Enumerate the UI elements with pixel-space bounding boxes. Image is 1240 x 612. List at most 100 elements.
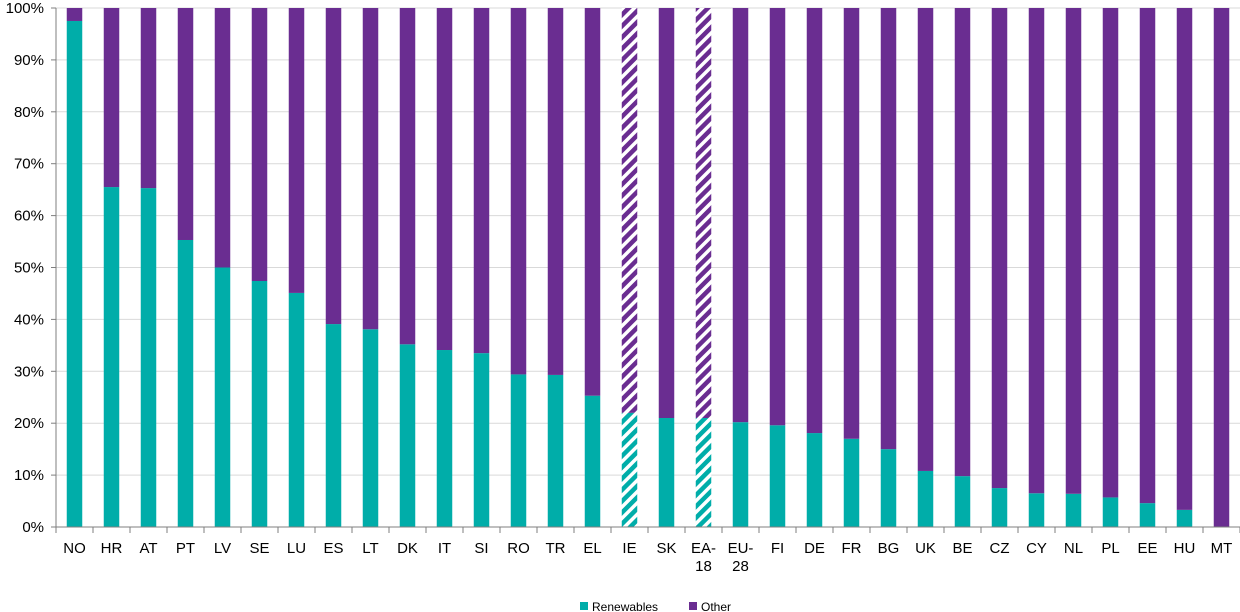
x-tick-label-pl: PL xyxy=(1101,540,1119,557)
x-tick-label-ea-18: EA-18 xyxy=(691,540,716,575)
bar-renewables-lv xyxy=(214,267,231,527)
x-tick-label-line: UK xyxy=(915,540,936,557)
legend-label-other: Other xyxy=(701,600,731,612)
x-tick-label-at: AT xyxy=(139,540,157,557)
x-tick-label-cz: CZ xyxy=(990,540,1010,557)
x-tick-label-cy: CY xyxy=(1026,540,1047,557)
x-tick-label-ro: RO xyxy=(507,540,530,557)
bar-other-it xyxy=(436,8,453,351)
bar-renewables-bg xyxy=(880,449,897,527)
bar-other-ro xyxy=(510,8,527,375)
x-tick-label-line: NL xyxy=(1064,540,1083,557)
x-tick-label-fr: FR xyxy=(842,540,862,557)
x-tick-label-es: ES xyxy=(323,540,343,557)
y-tick-label: 90% xyxy=(14,52,44,69)
bar-renewables-hu xyxy=(1176,509,1193,527)
x-tick-label-line: IE xyxy=(622,540,636,557)
bar-other-eu-28 xyxy=(732,8,749,423)
y-tick-label: 0% xyxy=(22,519,44,536)
bar-renewables-fi xyxy=(769,425,786,527)
x-tick-label-mt: MT xyxy=(1211,540,1233,557)
y-tick-label: 20% xyxy=(14,415,44,432)
bar-other-hu xyxy=(1176,8,1193,510)
x-tick-label-ee: EE xyxy=(1137,540,1157,557)
x-tick-label-si: SI xyxy=(474,540,488,557)
bar-renewables-cy xyxy=(1028,493,1045,527)
x-tick-label-line: HU xyxy=(1174,540,1196,557)
x-tick-label-nl: NL xyxy=(1064,540,1083,557)
bar-renewables-it xyxy=(436,350,453,527)
x-tick-label-eu-28: EU-28 xyxy=(728,540,754,575)
bar-other-sk xyxy=(658,8,675,419)
x-tick-label-be: BE xyxy=(952,540,972,557)
bar-other-ee xyxy=(1139,8,1156,504)
bar-other-fi xyxy=(769,8,786,426)
bar-renewables-pt xyxy=(177,239,194,528)
bar-renewables-el xyxy=(584,395,601,527)
x-tick-label-sk: SK xyxy=(656,540,676,557)
legend-swatch-other xyxy=(689,602,697,610)
x-tick-label-line: LU xyxy=(287,540,306,557)
bar-renewables-dk xyxy=(399,344,416,527)
bar-renewables-ro xyxy=(510,374,527,527)
x-tick-label-line: EL xyxy=(583,540,601,557)
bar-other-el xyxy=(584,8,601,396)
x-tick-label-line: EE xyxy=(1137,540,1157,557)
bar-other-si xyxy=(473,8,490,354)
bar-other-bg xyxy=(880,8,897,450)
x-tick-label-line: FR xyxy=(842,540,862,557)
bar-renewables-fr xyxy=(843,438,860,527)
bar-other-lv xyxy=(214,8,231,268)
x-tick-label-line: TR xyxy=(546,540,566,557)
legend-swatch-renewables xyxy=(580,602,588,610)
x-tick-label-line: ES xyxy=(323,540,343,557)
x-tick-label-fi: FI xyxy=(771,540,784,557)
bar-other-pl xyxy=(1102,8,1119,498)
x-tick-label-line: PL xyxy=(1101,540,1119,557)
x-tick-label-line: BG xyxy=(878,540,900,557)
bar-other-nl xyxy=(1065,8,1082,494)
y-tick-label: 30% xyxy=(14,363,44,380)
bar-other-ie xyxy=(621,8,638,413)
y-tick-label: 80% xyxy=(14,104,44,121)
bar-renewables-lu xyxy=(288,292,305,527)
x-tick-label-hr: HR xyxy=(101,540,123,557)
bar-other-dk xyxy=(399,8,416,345)
y-axis-tick-labels: 0% 10% 20% 30% 40% 50% 60% 70% 80% 90% 100% xyxy=(6,0,44,536)
x-tick-label-bg: BG xyxy=(878,540,900,557)
bar-other-lu xyxy=(288,8,305,293)
x-tick-label-line: CZ xyxy=(990,540,1010,557)
bar-other-lt xyxy=(362,8,379,330)
bar-renewables-es xyxy=(325,324,342,527)
x-tick-label-line: BE xyxy=(952,540,972,557)
y-tick-label: 40% xyxy=(14,311,44,328)
bar-renewables-se xyxy=(251,280,268,527)
bar-renewables-uk xyxy=(917,470,934,527)
bar-renewables-hr xyxy=(103,187,120,527)
legend: Renewables Other xyxy=(580,600,731,612)
x-tick-label-line: LV xyxy=(214,540,231,557)
bar-renewables-eu-28 xyxy=(732,422,749,527)
bar-other-se xyxy=(251,8,268,281)
x-tick-label-no: NO xyxy=(63,540,86,557)
x-tick-label-line: DE xyxy=(804,540,825,557)
x-tick-label-de: DE xyxy=(804,540,825,557)
x-tick-label-line: 18 xyxy=(695,558,712,575)
bar-renewables-sk xyxy=(658,418,675,527)
x-tick-label-line: FI xyxy=(771,540,784,557)
bar-other-tr xyxy=(547,8,564,375)
x-tick-label-line: MT xyxy=(1211,540,1233,557)
x-tick-label-line: SK xyxy=(656,540,676,557)
bar-other-mt xyxy=(1213,8,1230,527)
bar-renewables-de xyxy=(806,433,823,527)
x-tick-label-line: IT xyxy=(438,540,451,557)
bar-other-fr xyxy=(843,8,860,439)
bar-renewables-ea-18 xyxy=(695,418,712,527)
x-axis-category-labels: NO HR AT PT LV SE LU ES LT DK IT SI RO TR EL IE SK EA-18E… xyxy=(63,540,1232,575)
x-tick-label-se: SE xyxy=(249,540,269,557)
x-tick-label-lu: LU xyxy=(287,540,306,557)
x-tick-label-line: NO xyxy=(63,540,86,557)
bar-renewables-cz xyxy=(991,488,1008,527)
bar-renewables-at xyxy=(140,188,157,527)
